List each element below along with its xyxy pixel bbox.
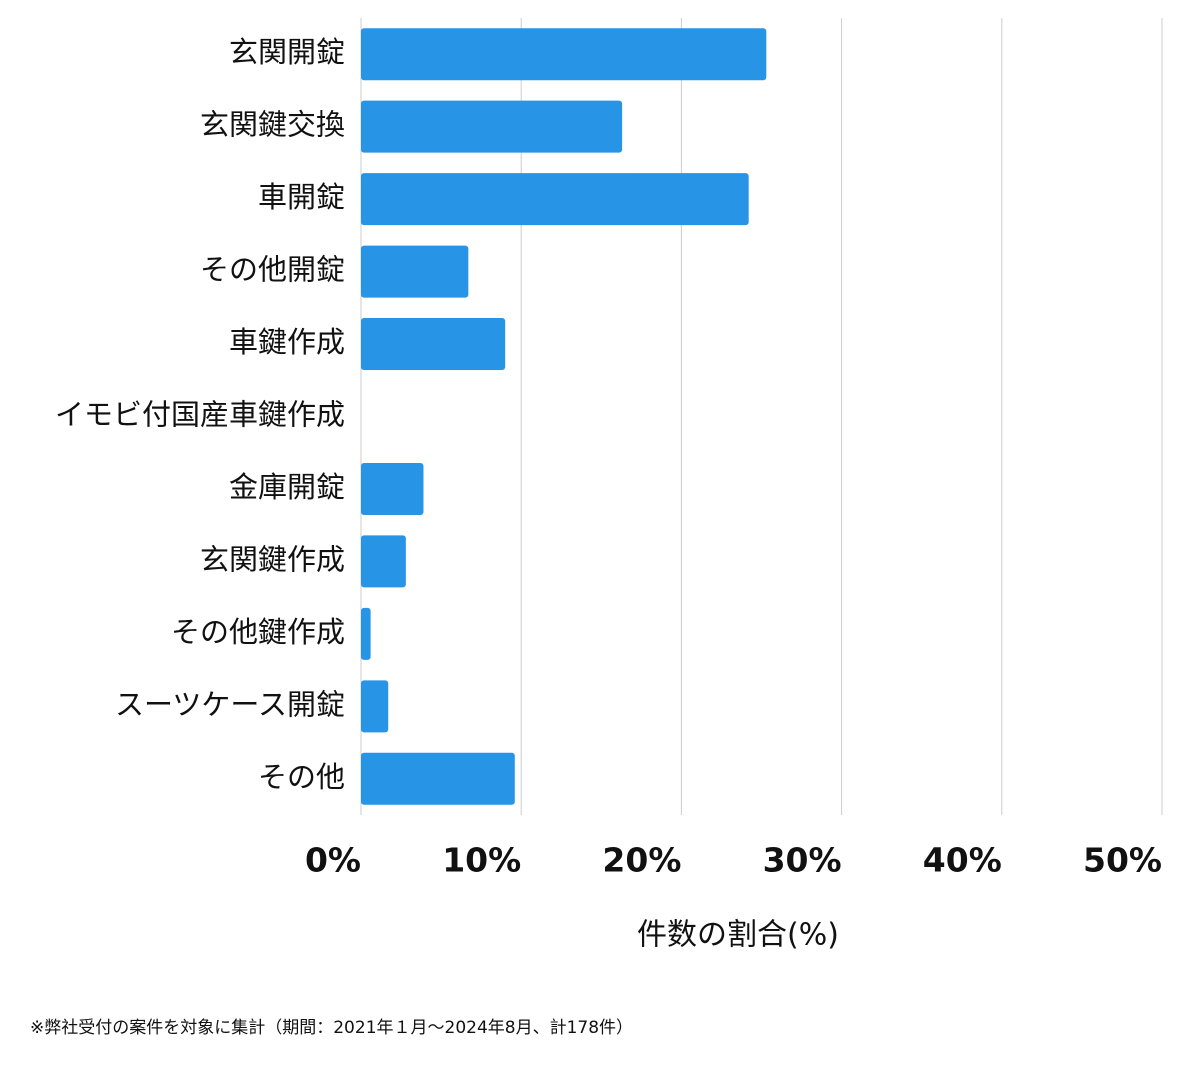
- y-tick-label: 玄関鍵作成: [200, 542, 345, 576]
- bar: [361, 462, 424, 515]
- bar: [361, 245, 469, 298]
- y-tick-label: 玄関鍵交換: [200, 108, 345, 142]
- bar: [361, 318, 506, 371]
- bar: [361, 752, 515, 805]
- x-tick-label: 40%: [923, 841, 1002, 880]
- y-tick-label: 車開錠: [258, 180, 345, 214]
- bar: [361, 28, 767, 81]
- x-tick-label: 50%: [1083, 841, 1162, 880]
- x-tick-label: 0%: [305, 841, 361, 880]
- bar: [361, 535, 406, 588]
- y-tick-label: 金庫開錠: [229, 470, 345, 504]
- x-tick-label: 30%: [763, 841, 842, 880]
- footnote: ※弊社受付の案件を対象に集計（期間：2021年１月〜2024年8月、計178件）: [30, 1018, 633, 1038]
- y-tick-label: 車鍵作成: [229, 325, 345, 359]
- bar: [361, 607, 371, 660]
- bar: [361, 100, 623, 153]
- y-tick-label: イモビ付国産車鍵作成: [55, 398, 345, 432]
- bar: [361, 173, 749, 226]
- y-tick-label: その他開錠: [200, 253, 345, 287]
- bar: [361, 680, 389, 733]
- y-tick-label: その他鍵作成: [171, 615, 345, 649]
- x-tick-label: 10%: [442, 841, 521, 880]
- y-tick-label: その他: [258, 760, 345, 794]
- y-tick-label: 玄関開錠: [229, 35, 345, 69]
- x-tick-label: 20%: [602, 841, 681, 880]
- y-tick-label: スーツケース開錠: [115, 687, 345, 721]
- x-axis-label: 件数の割合(%): [637, 918, 839, 953]
